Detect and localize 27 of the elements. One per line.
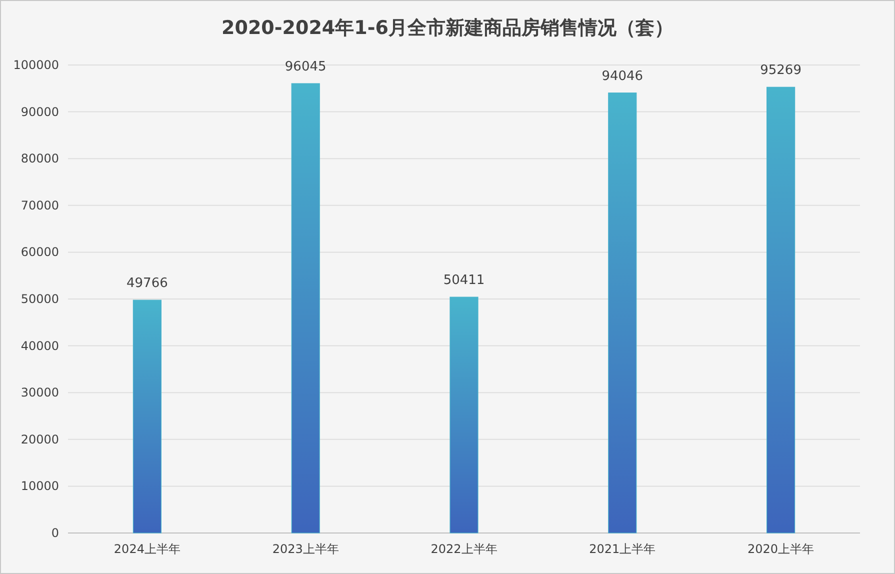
bar [766,86,796,534]
y-tick-label: 40000 [20,338,59,353]
x-tick-label: 2021上半年 [589,542,656,556]
data-label: 94046 [602,68,644,84]
y-tick-label: 50000 [20,292,59,306]
bar [291,83,320,534]
data-label: 50411 [443,273,485,288]
y-tick-label: 100000 [13,58,59,72]
bar [608,92,637,534]
data-label: 95269 [760,63,802,78]
x-tick-label: 2023上半年 [272,542,339,556]
y-tick-label: 20000 [20,432,59,446]
y-tick-label: 90000 [20,104,59,119]
chart-title: 2020-2024年1-6月全市新建商品房销售情况（套） [222,17,674,39]
y-tick-label: 60000 [20,245,59,260]
x-tick-label: 2024上半年 [114,542,180,556]
bar [450,296,478,534]
y-tick-label: 30000 [20,386,59,400]
data-label: 96045 [284,60,326,75]
y-tick-label: 80000 [20,152,59,166]
y-tick-label: 10000 [20,479,59,494]
x-tick-label: 2022上半年 [430,542,498,556]
data-label: 49766 [126,276,168,292]
y-tick-label: 0 [51,526,59,540]
y-tick-label: 70000 [20,198,59,212]
x-tick-label: 2020上半年 [748,542,814,556]
bar [132,300,162,534]
